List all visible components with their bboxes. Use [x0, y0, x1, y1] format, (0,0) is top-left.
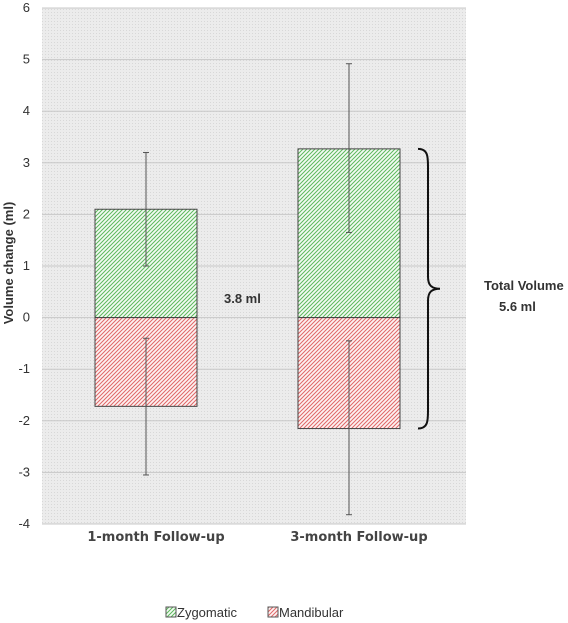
legend: Zygomatic Mandibular: [165, 605, 344, 620]
x-category-label: 1-month Follow-up: [87, 530, 224, 545]
y-tick-label: -3: [18, 464, 30, 479]
legend-label: Zygomatic: [177, 605, 237, 620]
y-tick-label: 2: [23, 206, 30, 221]
annotation-label: Total Volume: [484, 278, 564, 293]
y-tick-label: -1: [18, 361, 30, 376]
gridlines: [42, 7, 466, 525]
y-tick-label: 1: [23, 258, 30, 273]
y-tick-label: -4: [18, 516, 30, 531]
y-tick-label: 0: [23, 310, 30, 325]
x-category-label: 3-month Follow-up: [290, 530, 427, 545]
y-tick-label: 3: [23, 155, 30, 170]
annotation-label: 3.8 ml: [224, 291, 261, 306]
annotation-label: 5.6 ml: [499, 299, 536, 314]
y-tick-label: 6: [23, 0, 30, 15]
legend-swatch: [267, 606, 279, 618]
legend-label: Mandibular: [279, 605, 344, 620]
error-bars: [143, 63, 352, 516]
y-axis-title: Volume change (ml): [1, 202, 16, 325]
y-tick-label: 5: [23, 52, 30, 67]
total-volume-bracket: [417, 147, 441, 430]
x-axis: 1-month Follow-up 3-month Follow-up: [87, 530, 427, 545]
annotations: 3.8 ml Total Volume 5.6 ml: [224, 147, 564, 430]
y-axis: -4 -3 -2 -1 0 1 2 3 4 5 6: [18, 0, 30, 531]
y-tick-label: 4: [23, 103, 30, 118]
y-tick-label: -2: [18, 413, 30, 428]
legend-swatch: [165, 606, 177, 618]
